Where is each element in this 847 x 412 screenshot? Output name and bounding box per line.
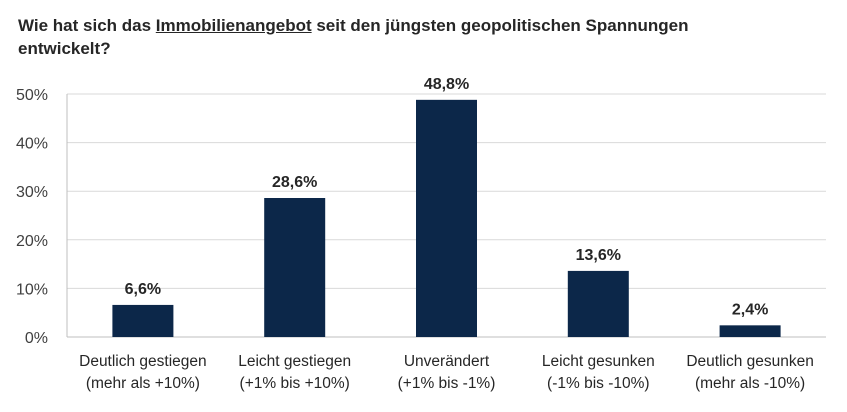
chart-title-underlined: Immobilienangebot xyxy=(155,16,312,35)
y-tick-label: 0% xyxy=(25,330,48,347)
x-category-label: (mehr als -10%) xyxy=(695,375,805,392)
data-label: 28,6% xyxy=(272,174,317,191)
x-category-label: (+1% bis +10%) xyxy=(240,375,350,392)
x-category-label: Deutlich gestiegen xyxy=(79,353,207,370)
x-category-label: Leicht gesunken xyxy=(542,353,655,370)
x-category-label: Deutlich gesunken xyxy=(686,353,814,370)
x-category-label: (-1% bis -10%) xyxy=(547,375,650,392)
bar xyxy=(719,325,781,337)
bar xyxy=(567,270,629,337)
y-tick-label: 20% xyxy=(16,233,48,250)
x-category-label: (mehr als +10%) xyxy=(86,375,200,392)
y-tick-label: 40% xyxy=(16,136,48,153)
chart-title: Wie hat sich das Immobilienangebot seit … xyxy=(18,16,689,58)
x-category-label: Leicht gestiegen xyxy=(238,353,351,370)
bar xyxy=(112,304,174,337)
x-category-label: Unverändert xyxy=(404,353,490,370)
y-tick-label: 10% xyxy=(16,281,48,298)
bar xyxy=(416,99,477,337)
x-category-label: (+1% bis -1%) xyxy=(398,375,496,392)
y-tick-label: 50% xyxy=(16,87,48,104)
y-tick-label: 30% xyxy=(16,184,48,201)
bar xyxy=(264,198,326,337)
data-label: 6,6% xyxy=(125,281,161,298)
data-label: 48,8% xyxy=(424,76,469,93)
data-label: 2,4% xyxy=(732,301,768,318)
data-label: 13,6% xyxy=(576,247,621,264)
